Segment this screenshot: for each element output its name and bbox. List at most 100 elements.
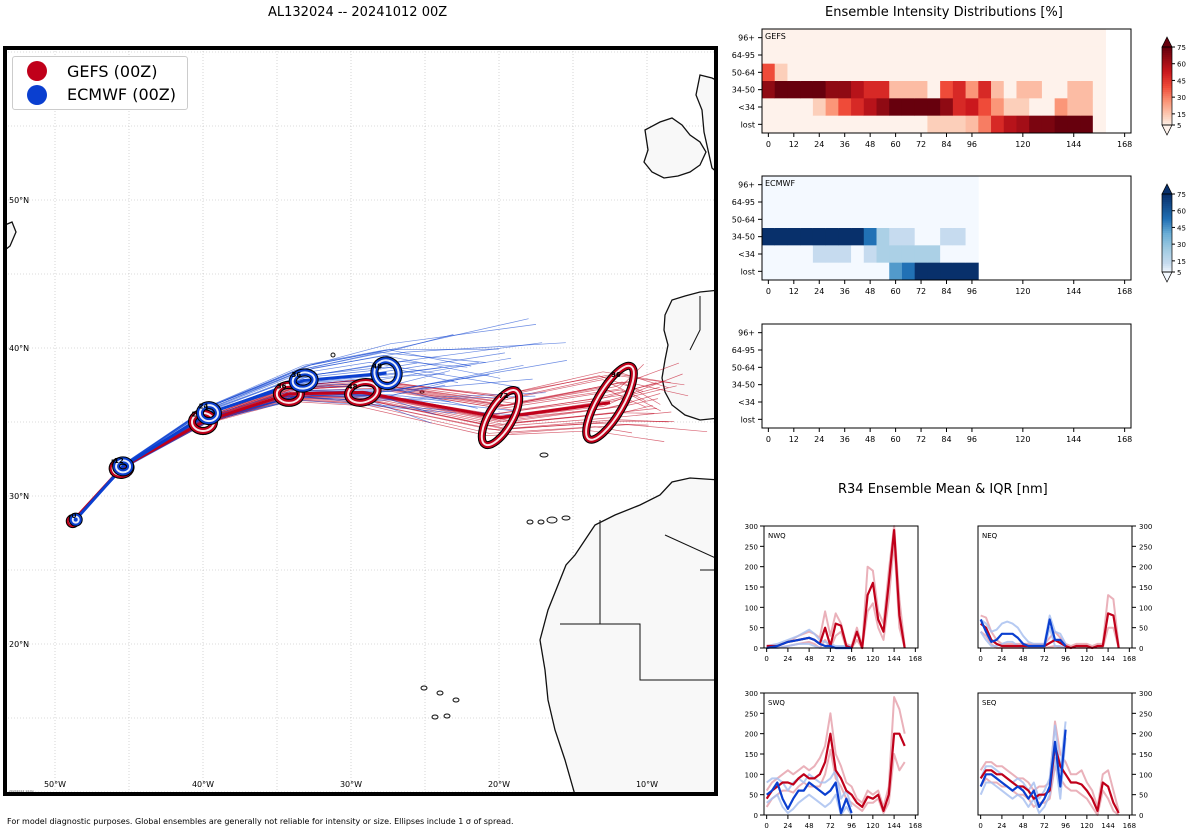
heatmap-cell	[991, 98, 1005, 117]
heatmap-cell	[800, 228, 814, 246]
heatmap-cell	[838, 46, 852, 65]
heatmap-cell	[914, 29, 928, 47]
heatmap-cell	[1092, 81, 1106, 99]
heatmap-cell	[1067, 98, 1081, 117]
heatmap-cell	[927, 210, 941, 229]
heatmap-cell	[800, 210, 814, 229]
colorbar-segment	[1162, 236, 1172, 240]
heatmap-cell	[1003, 115, 1017, 134]
colorbar-segment	[1162, 56, 1172, 60]
hour-tick-label: 120	[866, 822, 879, 830]
heatmap-cell	[825, 81, 839, 99]
heatmap-cell	[800, 29, 814, 47]
heatmap-cell	[1080, 98, 1094, 117]
heatmap-cell	[1003, 98, 1017, 117]
colorbar-tick-label: 45	[1177, 77, 1186, 85]
radius-tick-label: 200	[1139, 731, 1152, 739]
radius-tick-label: 250	[1139, 710, 1152, 718]
heatmap-cell	[889, 262, 903, 281]
colorbar-segment	[1162, 119, 1172, 122]
r34-title: R34 Ensemble Mean & IQR [nm]	[838, 482, 1048, 497]
heatmap-cell	[812, 63, 827, 82]
heatmap-cell	[812, 81, 827, 99]
heatmap-cell	[965, 228, 979, 246]
r34-series-line	[766, 769, 853, 808]
heatmap-cell	[1029, 29, 1043, 47]
heatmap-cell	[889, 193, 903, 212]
colorbar-segment	[1162, 248, 1172, 252]
heatmap-cell	[774, 46, 788, 65]
hour-tick-label: 144	[887, 655, 901, 663]
cape-verde-island	[452, 697, 460, 703]
legend-swatch-gefs	[27, 61, 47, 81]
hour-tick-label: 96	[1061, 655, 1070, 663]
heatmap-cell	[927, 29, 941, 47]
heatmap-cell	[774, 193, 788, 212]
heatmap-cell	[914, 176, 928, 194]
longitude-label: 40°W	[192, 780, 214, 789]
heatmap-cell	[838, 176, 852, 194]
r34-axes: 0 24 48 72 96 120 144 168 0 50 100 150 200 250 300 NWQ	[745, 523, 922, 663]
forecast-hour-label: 36	[291, 371, 301, 379]
heatmap-cell	[851, 176, 865, 194]
colorbar-segment	[1162, 109, 1172, 112]
hour-tick-label: 48	[1019, 822, 1028, 830]
colorbar-segment	[1162, 87, 1172, 91]
heatmap-cell	[825, 210, 839, 229]
colorbar-segment	[1162, 121, 1172, 124]
heatmap-cell	[838, 228, 852, 246]
heatmap-cell	[965, 29, 979, 47]
colorbar-segment	[1162, 217, 1172, 220]
ecmwf-ellipse-inner	[115, 459, 132, 474]
heatmap-cell	[838, 115, 852, 134]
hour-tick-label: 72	[826, 822, 835, 830]
heatmap-cell	[889, 46, 903, 65]
colorbar-segment	[1162, 215, 1172, 218]
colorbar-segment	[1162, 84, 1172, 87]
radius-tick-label: 150	[745, 584, 758, 592]
colorbar-segment	[1162, 264, 1172, 267]
hour-tick-label: 120	[1080, 822, 1093, 830]
canary-island	[526, 519, 534, 525]
intensity-row-label: 34-50	[732, 233, 755, 242]
heatmap-cell	[800, 115, 814, 134]
heatmap-cell	[787, 46, 801, 65]
heatmap-cell	[800, 98, 814, 117]
heatmap-cell	[838, 98, 852, 117]
colorbar-segment	[1162, 231, 1172, 234]
small-date-label: 20241012 14:0x	[9, 789, 34, 793]
heatmap-cell	[940, 63, 954, 82]
hour-tick-label: 0	[766, 140, 771, 149]
colorbar-segment	[1162, 54, 1172, 58]
radius-tick-label: 250	[745, 543, 758, 551]
empty-intensity-heatmap: 96+ 64-95 50-64 34-50 <34 lost 0 12 24 36 48 60 72 84…	[732, 323, 1132, 444]
colorbar-segment	[1162, 89, 1172, 93]
colorbar-tick-label: 60	[1177, 208, 1186, 216]
heatmap-cell	[838, 210, 852, 229]
heatmap-cell	[965, 115, 979, 134]
heatmap-cell	[1029, 46, 1043, 65]
forecast-hour-label: 24	[199, 402, 209, 410]
heatmap-cell	[787, 210, 801, 229]
heatmap-cell	[1041, 29, 1056, 47]
hour-tick-label: 96	[967, 435, 977, 444]
colorbar-segment	[1162, 223, 1172, 226]
colorbar-segment	[1162, 203, 1172, 207]
forecast-hour-label: 72	[499, 392, 509, 400]
heatmap-cell	[787, 98, 801, 117]
colorbar-segment	[1162, 260, 1172, 263]
heatmap-cell	[762, 245, 776, 264]
colorbar-segment	[1162, 256, 1172, 259]
heatmap-cell	[914, 63, 928, 82]
colorbar-segment	[1162, 221, 1172, 224]
heatmap-cell	[914, 81, 928, 99]
heatmap-cell	[774, 115, 788, 134]
heatmap-cell	[762, 98, 776, 117]
heatmap-cell	[952, 176, 966, 194]
heatmap-cell	[863, 262, 877, 281]
colorbar-segment	[1162, 254, 1172, 257]
hour-tick-label: 0	[766, 435, 771, 444]
heatmap-cell	[774, 262, 788, 281]
